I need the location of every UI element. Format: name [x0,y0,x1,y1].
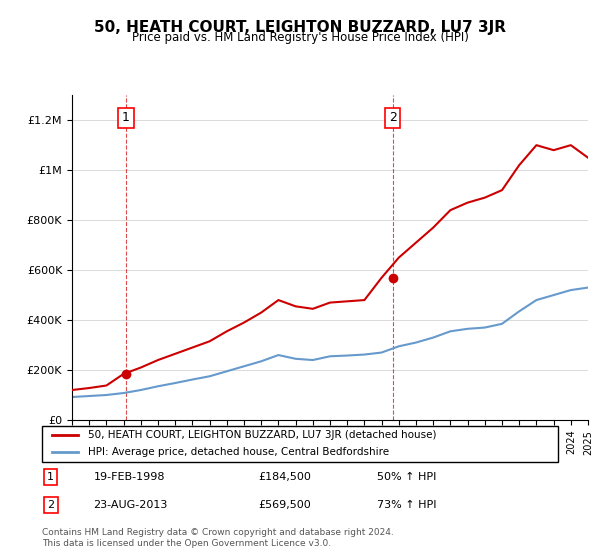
Text: 23-AUG-2013: 23-AUG-2013 [94,500,168,510]
Text: £184,500: £184,500 [259,472,311,482]
Text: 19-FEB-1998: 19-FEB-1998 [94,472,165,482]
Text: 1: 1 [47,472,54,482]
Text: £569,500: £569,500 [259,500,311,510]
Text: 50, HEATH COURT, LEIGHTON BUZZARD, LU7 3JR: 50, HEATH COURT, LEIGHTON BUZZARD, LU7 3… [94,20,506,35]
Text: Contains HM Land Registry data © Crown copyright and database right 2024.
This d: Contains HM Land Registry data © Crown c… [42,528,394,548]
Text: 2: 2 [389,111,397,124]
Text: 2: 2 [47,500,54,510]
Text: Price paid vs. HM Land Registry's House Price Index (HPI): Price paid vs. HM Land Registry's House … [131,31,469,44]
Text: 1: 1 [122,111,130,124]
Text: 50, HEATH COURT, LEIGHTON BUZZARD, LU7 3JR (detached house): 50, HEATH COURT, LEIGHTON BUZZARD, LU7 3… [88,430,437,440]
Text: 73% ↑ HPI: 73% ↑ HPI [377,500,437,510]
Text: 50% ↑ HPI: 50% ↑ HPI [377,472,437,482]
Text: HPI: Average price, detached house, Central Bedfordshire: HPI: Average price, detached house, Cent… [88,447,389,457]
FancyBboxPatch shape [42,426,558,462]
